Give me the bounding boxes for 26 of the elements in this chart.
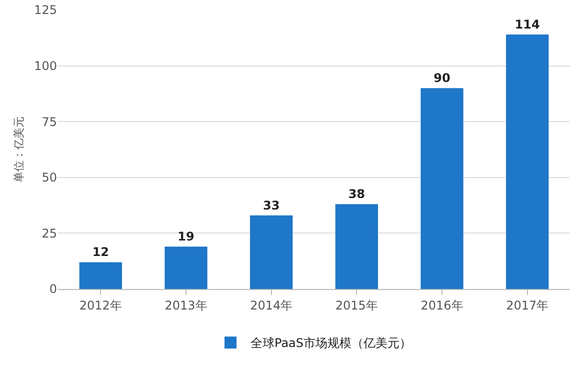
- y-tick-label: 75: [42, 114, 57, 129]
- data-label: 38: [348, 187, 366, 202]
- bar: [250, 215, 293, 289]
- bar: [335, 204, 378, 289]
- x-tick-label: 2012年: [79, 298, 122, 312]
- y-tick-label: 0: [49, 282, 57, 296]
- x-tick-label: 2017年: [506, 298, 549, 312]
- x-tick-label: 2016年: [420, 298, 464, 312]
- x-tick-label: 2013年: [164, 298, 208, 312]
- data-label: 19: [178, 230, 194, 244]
- y-tick-label: 100: [34, 59, 57, 73]
- x-tick-label: 2014年: [250, 298, 293, 312]
- legend-label: 全球PaaS市场规模（亿美元）: [250, 336, 412, 350]
- y-axis-title: 单位：亿美元: [12, 116, 26, 182]
- x-tick-label: 2015年: [335, 298, 378, 312]
- data-label: 33: [262, 198, 280, 212]
- bar: [164, 246, 208, 289]
- data-label: 90: [434, 71, 450, 86]
- y-tick-label: 50: [42, 170, 57, 185]
- data-label: 114: [514, 18, 540, 32]
- bar: [420, 88, 464, 289]
- y-tick-label: 125: [34, 3, 57, 18]
- data-label: 12: [92, 245, 110, 260]
- bar: [79, 262, 122, 289]
- bar: [506, 34, 549, 289]
- y-tick-label: 25: [42, 226, 57, 240]
